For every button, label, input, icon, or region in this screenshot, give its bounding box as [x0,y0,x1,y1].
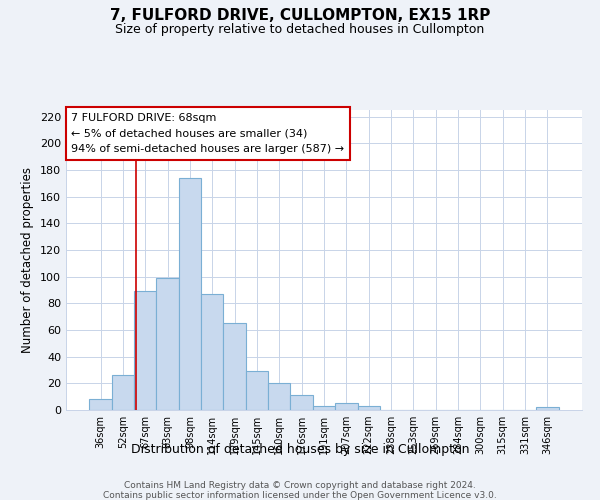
Bar [223,324,246,410]
Text: 7 FULFORD DRIVE: 68sqm
← 5% of detached houses are smaller (34)
94% of semi-deta: 7 FULFORD DRIVE: 68sqm ← 5% of detached … [71,113,344,154]
Bar [290,396,313,410]
Text: Distribution of detached houses by size in Cullompton: Distribution of detached houses by size … [131,442,469,456]
Bar [246,372,268,410]
Bar [313,406,335,410]
Text: Contains HM Land Registry data © Crown copyright and database right 2024.: Contains HM Land Registry data © Crown c… [124,481,476,490]
Text: Contains public sector information licensed under the Open Government Licence v3: Contains public sector information licen… [103,491,497,500]
Bar [134,292,157,410]
Bar [112,376,134,410]
Bar [201,294,223,410]
Text: Size of property relative to detached houses in Cullompton: Size of property relative to detached ho… [115,24,485,36]
Text: 7, FULFORD DRIVE, CULLOMPTON, EX15 1RP: 7, FULFORD DRIVE, CULLOMPTON, EX15 1RP [110,8,490,22]
Bar [179,178,201,410]
Bar [358,406,380,410]
Y-axis label: Number of detached properties: Number of detached properties [22,167,34,353]
Bar [536,408,559,410]
Bar [268,384,290,410]
Bar [335,404,358,410]
Bar [89,400,112,410]
Bar [157,278,179,410]
